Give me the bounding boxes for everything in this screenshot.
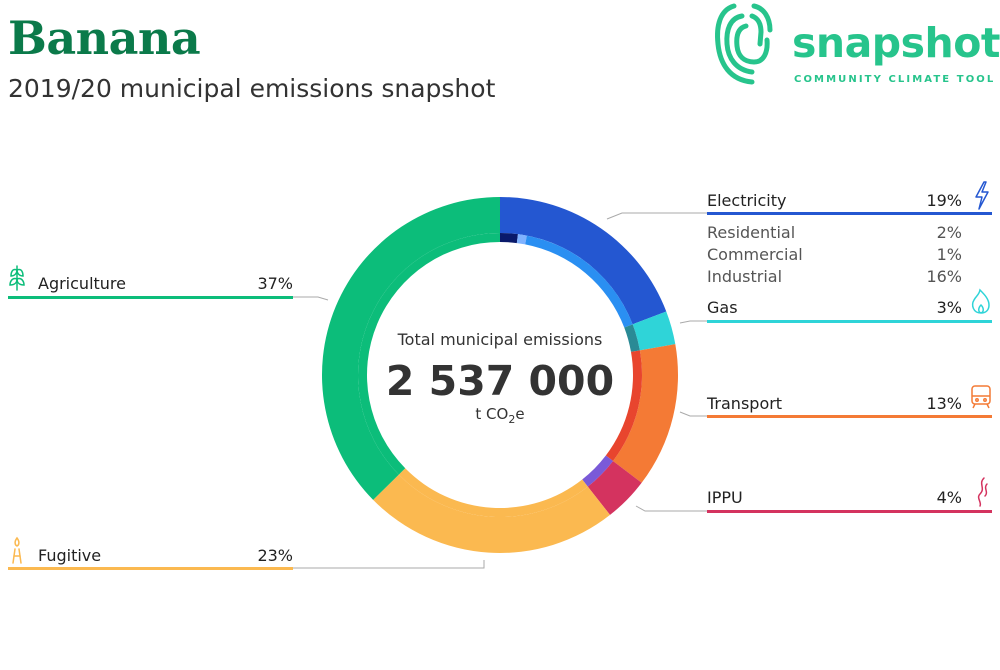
legend-fugitive: Fugitive 23% [8, 536, 293, 570]
snapshot-logo-icon [715, 3, 773, 85]
donut-slice-electricity [500, 197, 667, 325]
legend-agriculture: Agriculture 37% [8, 265, 293, 299]
donut-outer-ring [322, 197, 678, 553]
legend-underline-transport [707, 415, 992, 418]
leader-ippu [635, 505, 707, 512]
legend-ippu: IPPU 4% [707, 477, 992, 513]
donut-inner-slice-residential [500, 233, 518, 244]
leader-transport [679, 411, 707, 417]
donut-inner-slice-commercial [516, 234, 527, 245]
donut-inner-ring [358, 233, 642, 517]
center-total: 2 537 000 [386, 357, 614, 405]
legend-underline-gas [707, 320, 992, 323]
wheat-icon [9, 265, 25, 291]
legend-sub-residential-pct: 2% [937, 223, 962, 242]
legend-pct-electricity: 19% [926, 191, 962, 210]
donut-slice-transport [612, 344, 678, 483]
donut-inner-slice-ippu [582, 455, 613, 487]
donut-slice-gas [632, 311, 676, 351]
donut-slice-ippu [587, 460, 642, 515]
legend-label-electricity: Electricity [707, 191, 786, 210]
legend-sub-residential: Residential [707, 223, 795, 242]
legend-underline-fugitive [8, 567, 293, 570]
donut-inner-slice-transport [605, 350, 642, 461]
legend-label-fugitive: Fugitive [38, 546, 101, 565]
legend-transport: Transport 13% [706, 385, 992, 418]
train-icon [971, 385, 991, 409]
legend-underline-ippu [707, 510, 992, 513]
legend-sub-industrial: Industrial [707, 267, 782, 286]
page-subtitle: 2019/20 municipal emissions snapshot [8, 74, 496, 103]
legend-electricity: Electricity 19% Residential 2% Commercia… [707, 181, 992, 286]
donut-slice-fugitive [373, 474, 611, 553]
donut-inner-slice-gas [624, 324, 640, 352]
legend-sub-commercial-pct: 1% [937, 245, 962, 264]
legend-label-ippu: IPPU [707, 488, 743, 507]
donut-inner-slice-agriculture [358, 233, 500, 475]
donut-inner-slice-industrial [525, 235, 633, 328]
legend-label-agriculture: Agriculture [38, 274, 126, 293]
place-name: Banana [8, 11, 201, 65]
legend-pct-agriculture: 37% [257, 274, 293, 293]
logo-wordmark: snapshot [792, 19, 1000, 67]
legend-underline-electricity [707, 212, 992, 215]
leader-fugitive [293, 560, 485, 569]
leader-gas [679, 320, 707, 324]
legend-label-transport: Transport [706, 394, 782, 413]
leader-lines [293, 212, 707, 569]
legend-pct-fugitive: 23% [257, 546, 293, 565]
leader-agriculture [293, 296, 329, 301]
smoke-icon [977, 477, 988, 507]
donut-inner-slice-fugitive [398, 468, 588, 517]
legend-gas: Gas 3% [707, 288, 992, 323]
flare-icon [12, 536, 22, 564]
legend-pct-gas: 3% [937, 298, 962, 317]
lightning-icon [975, 181, 989, 210]
legend-label-gas: Gas [707, 298, 738, 317]
legend-sub-industrial-pct: 16% [926, 267, 962, 286]
flame-icon [971, 288, 990, 314]
leader-electricity [606, 212, 707, 220]
legend-pct-transport: 13% [926, 394, 962, 413]
legend-pct-ippu: 4% [937, 488, 962, 507]
donut-slice-agriculture [322, 197, 500, 500]
legend-underline-agriculture [8, 296, 293, 299]
logo-tagline: COMMUNITY CLIMATE TOOL [794, 74, 996, 85]
center-unit: t CO2e [475, 405, 524, 426]
center-heading: Total municipal emissions [397, 330, 603, 349]
legend-sub-commercial: Commercial [707, 245, 803, 264]
